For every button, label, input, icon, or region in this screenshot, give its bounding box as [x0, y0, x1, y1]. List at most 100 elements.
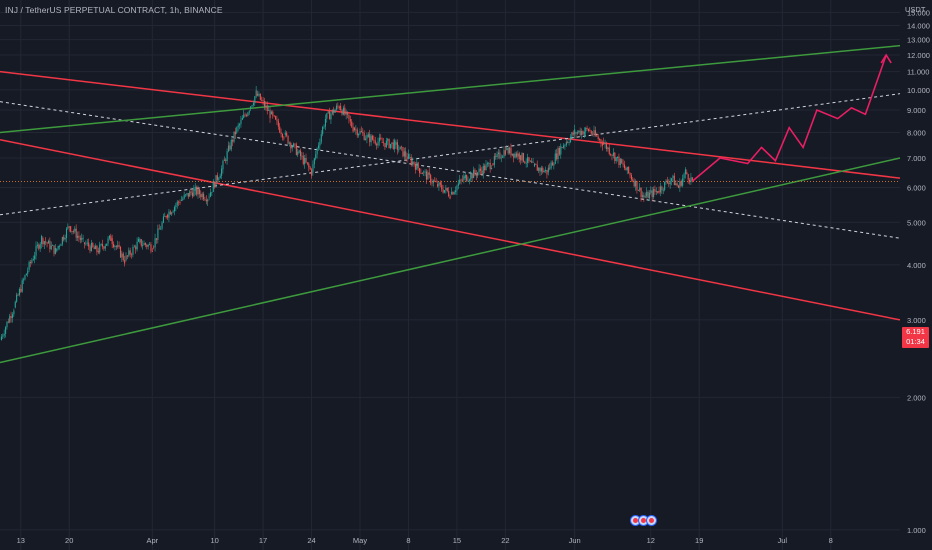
candle-body — [59, 245, 61, 247]
candle-body — [122, 253, 124, 261]
candle-body — [319, 142, 321, 146]
current-price-tag: 6.191 01:34 — [902, 327, 929, 348]
event-flag-icon[interactable] — [646, 515, 657, 526]
candle-body — [167, 214, 169, 218]
candle-body — [489, 162, 491, 170]
candle-body — [396, 142, 398, 150]
candle-body — [90, 242, 92, 252]
candle-body — [345, 111, 347, 115]
candle-body — [322, 127, 324, 135]
candle-body — [641, 195, 644, 197]
candle-body — [603, 142, 605, 145]
candle-body — [149, 244, 151, 246]
y-tick-label: 10.000 — [907, 86, 930, 95]
candle-body — [572, 132, 574, 135]
candle-body — [67, 226, 69, 229]
candle-body — [682, 178, 684, 186]
candle-body — [227, 145, 230, 152]
candle-body — [327, 111, 329, 114]
x-tick-label: 8 — [406, 536, 410, 545]
candle-body — [618, 156, 620, 165]
candle-body — [520, 155, 522, 161]
candle-body — [374, 140, 376, 144]
candle-body — [101, 244, 104, 247]
candle-body — [275, 116, 277, 120]
candle-body — [539, 167, 541, 172]
candle-body — [129, 250, 131, 255]
candle-body — [81, 238, 83, 240]
event-markers[interactable] — [630, 515, 657, 526]
candle-body — [403, 151, 405, 157]
candle-body — [391, 142, 393, 144]
candle-body — [324, 118, 326, 127]
y-tick-label: 1.000 — [907, 526, 926, 535]
current-price-value: 6.191 — [906, 327, 925, 336]
chart-title: INJ / TetherUS PERPETUAL CONTRACT, 1h, B… — [5, 5, 223, 15]
candle-body — [488, 162, 490, 164]
candle-body — [171, 212, 173, 215]
candle-body — [261, 99, 263, 101]
candle-body — [13, 310, 15, 315]
candle-body — [266, 105, 268, 111]
candle-body — [442, 189, 444, 193]
candle-body — [401, 146, 403, 148]
candle-body — [280, 132, 282, 135]
candle-body — [61, 237, 63, 245]
candle-body — [299, 150, 302, 157]
candle-body — [371, 135, 374, 140]
candle-body — [550, 162, 552, 169]
candle-body — [70, 226, 72, 232]
y-tick-label: 9.000 — [907, 106, 926, 115]
candle-body — [154, 238, 156, 248]
candle-body — [589, 130, 591, 132]
candle-body — [582, 131, 584, 135]
candle-body — [45, 241, 47, 243]
candle-body — [571, 132, 573, 137]
candle-body — [419, 168, 421, 174]
candle-body — [211, 191, 213, 193]
candle-body — [356, 129, 358, 136]
x-tick-label: Apr — [146, 536, 158, 545]
candle-body — [471, 173, 473, 179]
candle-body — [542, 167, 544, 173]
candle-body — [459, 179, 461, 184]
y-tick-label: 4.000 — [907, 261, 926, 270]
candle-body — [437, 184, 439, 187]
candle-body — [7, 321, 9, 323]
candle-body — [60, 244, 62, 246]
candle-body — [121, 253, 123, 258]
candle-body — [421, 173, 423, 175]
candle-body — [387, 139, 389, 141]
candle-body — [268, 110, 270, 111]
candle-body — [304, 158, 306, 165]
candle-body — [214, 182, 216, 188]
candle-body — [423, 171, 425, 173]
candle-body — [104, 245, 106, 249]
candle-body — [243, 114, 245, 118]
candle-body — [474, 169, 476, 174]
candle-body — [593, 130, 595, 135]
candle-body — [463, 176, 465, 180]
red-channel-midline — [0, 101, 901, 239]
candle-body — [254, 96, 256, 104]
candle-body — [179, 202, 181, 204]
candle-body — [139, 239, 141, 243]
candle-body — [25, 273, 27, 276]
candle-body — [85, 243, 87, 245]
candle-body — [363, 133, 365, 140]
candle-body — [233, 131, 235, 142]
candle-body — [157, 228, 159, 240]
candle-body — [330, 113, 332, 120]
x-tick-label: 20 — [65, 536, 73, 545]
candle-body — [515, 153, 518, 157]
candle-body — [448, 191, 450, 197]
candle-body — [558, 148, 560, 155]
candle-body — [388, 139, 390, 148]
candle-body — [669, 180, 671, 185]
candle-body — [611, 154, 613, 156]
candle-body — [673, 175, 675, 186]
candle-body — [514, 153, 516, 158]
candle-body — [369, 134, 371, 143]
candle-body — [648, 192, 650, 199]
